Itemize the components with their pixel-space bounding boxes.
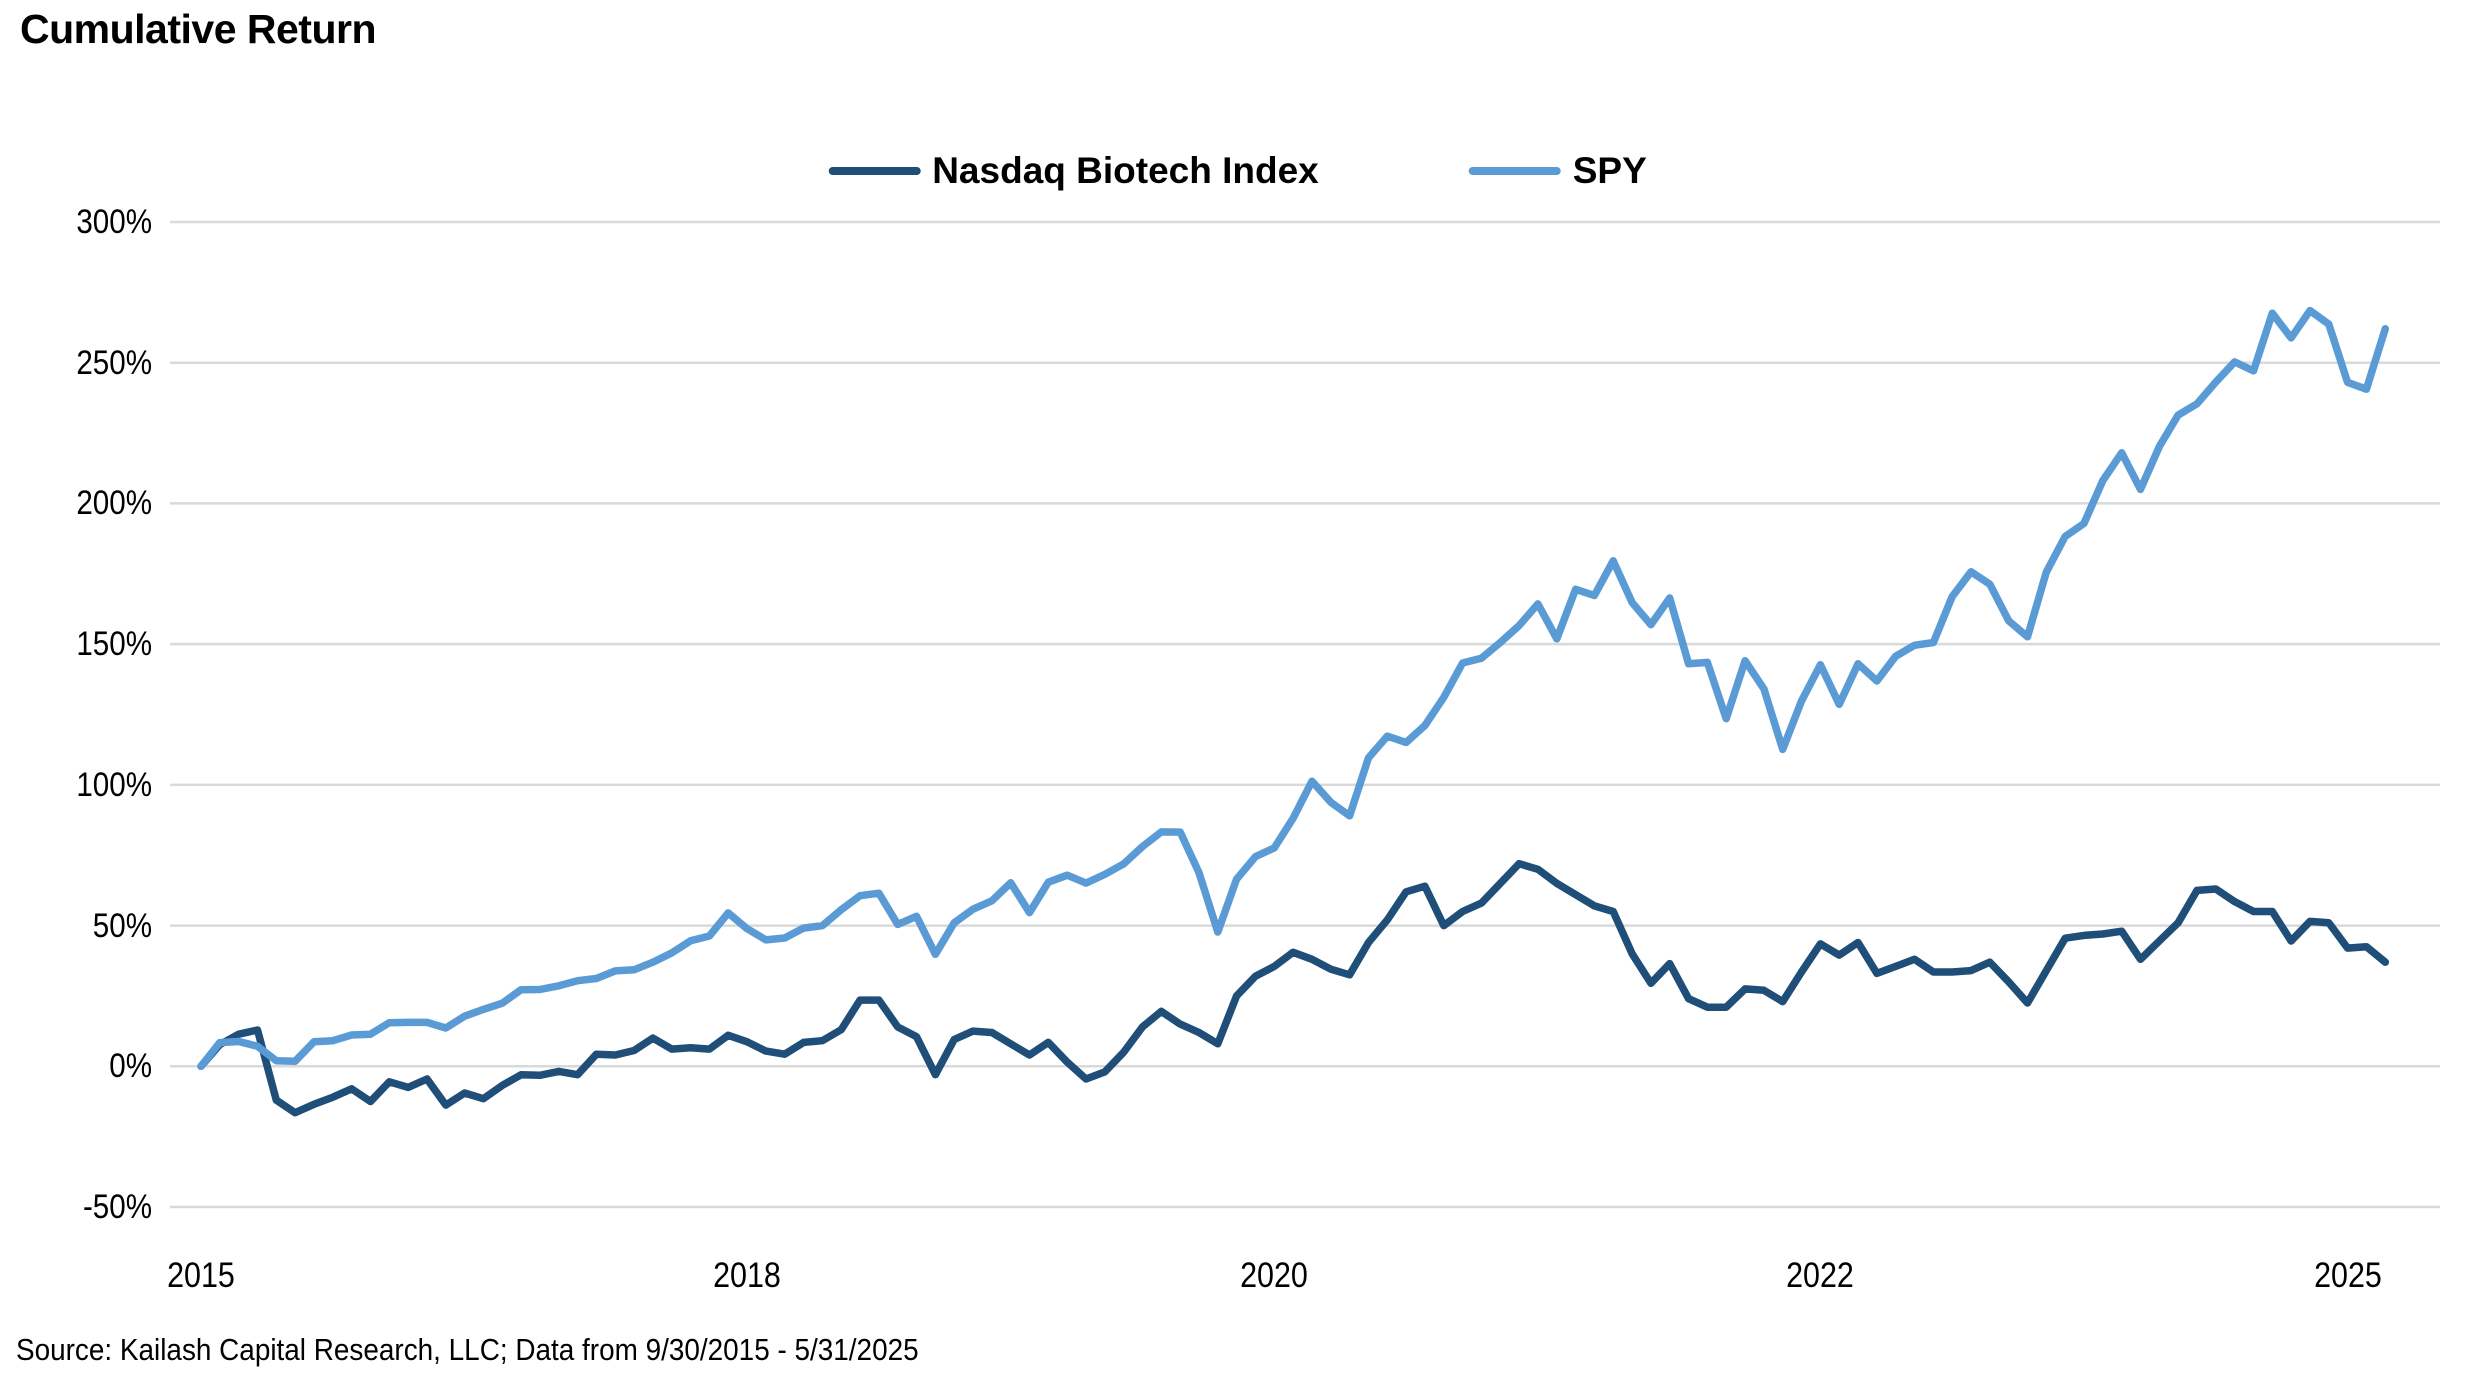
legend: Nasdaq Biotech Index SPY bbox=[828, 150, 1647, 192]
legend-item-spy: SPY bbox=[1468, 150, 1647, 192]
spy-line-swatch-icon bbox=[1468, 167, 1561, 175]
y-tick-label--50: -50% bbox=[82, 1188, 152, 1226]
y-tick-label-150: 150% bbox=[76, 625, 152, 664]
y-tick-label-0: 0% bbox=[109, 1047, 152, 1086]
series-line-nbi bbox=[197, 859, 2390, 1117]
legend-item-nasdaq-biotech: Nasdaq Biotech Index bbox=[828, 150, 1319, 192]
x-tick-label-2020: 2020 bbox=[1240, 1256, 1309, 1295]
y-tick-label-300: 300% bbox=[76, 203, 152, 241]
x-tick-label-2022: 2022 bbox=[1786, 1256, 1855, 1295]
chart-title: Cumulative Return bbox=[20, 6, 377, 52]
x-tick-label-2015: 2015 bbox=[167, 1256, 235, 1295]
source-note: Source: Kailash Capital Research, LLC; D… bbox=[16, 1332, 919, 1367]
y-tick-label-250: 250% bbox=[76, 343, 152, 382]
y-tick-label-200: 200% bbox=[76, 484, 152, 523]
x-tick-label-2025: 2025 bbox=[2313, 1256, 2382, 1295]
legend-label-spy: SPY bbox=[1572, 150, 1647, 191]
nasdaq-biotech-line-swatch-icon bbox=[828, 167, 921, 175]
legend-label-nasdaq-biotech: Nasdaq Biotech Index bbox=[932, 150, 1319, 191]
y-tick-label-50: 50% bbox=[92, 906, 152, 945]
y-tick-label-100: 100% bbox=[76, 765, 152, 804]
series-line-spy bbox=[197, 306, 2390, 1071]
x-tick-label-2018: 2018 bbox=[713, 1256, 781, 1295]
